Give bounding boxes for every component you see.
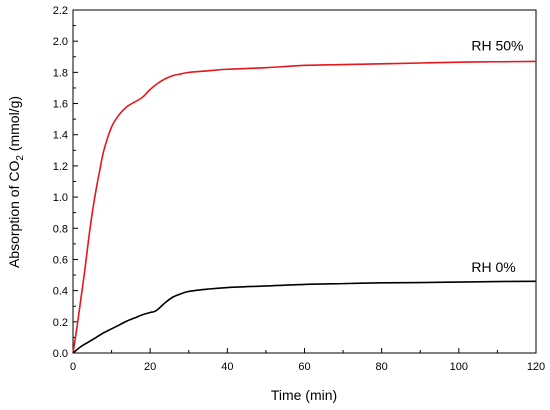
y-tick-label: 2.2 [53,5,68,17]
series-label-rh-0: RH 0% [471,259,515,275]
series-line-rh-50 [72,60,537,354]
y-tick-label: 1.0 [53,192,68,204]
y-tick-label: 0.8 [53,223,68,235]
x-axis-title: Time (min) [271,387,337,403]
y-axis-title-suffix: (mmol/g) [6,96,22,155]
x-tick-label: 20 [144,361,156,373]
y-tick-label: 2.0 [53,36,68,48]
x-axis-ticks: 0 20 40 60 80 100 120 [70,348,545,373]
x-tick-label: 0 [70,361,76,373]
y-axis-title-prefix: Absorption of CO [6,161,22,268]
y-tick-label: 1.6 [53,99,68,111]
y-tick-label: 0.6 [53,254,68,266]
y-tick-label: 0.2 [53,317,68,329]
y-tick-label: 1.4 [53,130,68,142]
series-layer [72,60,537,354]
series-label-rh-50: RH 50% [471,38,523,54]
series-line-rh-0 [72,280,537,354]
x-tick-label: 80 [376,361,388,373]
series-labels: RH 50% RH 0% [471,38,523,275]
y-tick-label: 1.8 [53,67,68,79]
y-tick-label: 0.0 [53,348,68,360]
y-axis-ticks: 0.0 0.2 0.4 0.6 0.8 1.0 1.2 1.4 1.6 1.8 2.0 2.2 [53,5,78,360]
y-tick-label: 1.2 [53,161,68,173]
y-axis-title-subscript: 2 [15,155,26,161]
y-axis-title: Absorption of CO2 (mmol/g) [6,96,26,268]
x-tick-label: 100 [450,361,468,373]
x-tick-label: 120 [527,361,545,373]
y-tick-label: 0.4 [53,286,68,298]
x-tick-label: 40 [221,361,233,373]
x-tick-label: 60 [298,361,310,373]
